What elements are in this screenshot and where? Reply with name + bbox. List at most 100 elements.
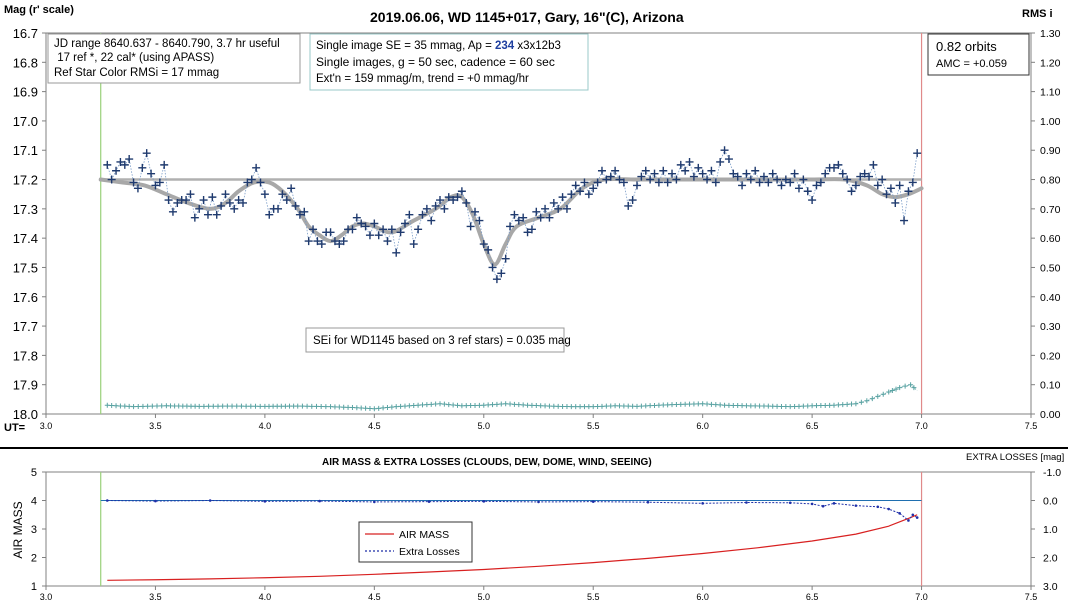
rms-point <box>459 403 465 409</box>
observation-point <box>584 190 593 199</box>
bottom-y-axis-label: AIR MASS <box>11 501 25 558</box>
rms-point <box>647 403 653 409</box>
rms-point <box>363 405 369 411</box>
rms-point <box>481 402 487 408</box>
legend-extra-losses-label: Extra Losses <box>399 546 460 558</box>
observation-point <box>913 149 922 158</box>
observation-point <box>247 175 256 184</box>
observation-point <box>129 178 138 187</box>
extra-losses-point <box>105 499 109 502</box>
observation-point <box>449 196 458 205</box>
observation-point <box>659 166 668 175</box>
ref-star-color-text: Ref Star Color RMSi = 17 mmag <box>54 67 219 79</box>
top-y-tick-label: 17.9 <box>13 378 38 393</box>
extra-losses-point <box>854 504 858 507</box>
bottom-x-tick-label: 3.5 <box>149 592 162 602</box>
top-x-tick-label: 6.0 <box>696 421 709 431</box>
observation-point <box>330 237 339 246</box>
observation-point <box>230 204 239 213</box>
rms-point <box>406 403 412 409</box>
observation-point <box>580 178 589 187</box>
rms-point <box>643 403 649 409</box>
observation-point <box>768 169 777 178</box>
observation-point <box>383 237 392 246</box>
rms-point <box>318 404 324 410</box>
observation-point <box>873 181 882 190</box>
observation-point <box>716 157 725 166</box>
rms-point <box>669 402 675 408</box>
rms-point <box>140 403 146 409</box>
rms-point <box>765 403 771 409</box>
rms-point <box>630 403 636 409</box>
rms-point <box>220 403 226 409</box>
rms-point <box>476 402 482 408</box>
observation-point <box>379 225 388 234</box>
observation-point <box>199 196 208 205</box>
observation-point <box>606 172 615 181</box>
extra-losses-point <box>701 502 704 505</box>
rms-point <box>590 404 596 410</box>
observation-point <box>282 196 291 205</box>
extra-losses-point <box>821 504 825 508</box>
bottom-x-tick-label: 7.0 <box>915 592 928 602</box>
rms-point <box>660 402 666 408</box>
observation-point <box>414 225 423 234</box>
top-y-tick-label: 17.2 <box>13 173 38 188</box>
observation-point <box>195 204 204 213</box>
observation-point <box>265 210 274 219</box>
observation-point <box>663 178 672 187</box>
extra-losses-point <box>263 500 267 503</box>
rms-point <box>774 403 780 409</box>
top-y2-axis-label: RMS i <box>1022 8 1053 20</box>
bottom-y2-tick-label: 3.0 <box>1043 581 1058 593</box>
observation-point <box>396 228 405 237</box>
rms-point <box>490 402 496 408</box>
observation-point <box>847 187 856 196</box>
rms-point <box>511 401 517 407</box>
bottom-x-tick-label: 4.5 <box>368 592 381 602</box>
rms-connector <box>107 384 918 410</box>
observation-point <box>904 187 913 196</box>
observation-point <box>554 204 563 213</box>
observation-point <box>252 163 261 172</box>
observation-point <box>300 207 309 216</box>
observation-point <box>116 157 125 166</box>
rms-point <box>761 403 767 409</box>
observation-point <box>361 222 370 231</box>
rms-point <box>542 403 548 409</box>
observation-point <box>514 216 523 225</box>
observation-point <box>519 213 528 222</box>
observation-point <box>536 213 545 222</box>
extra-losses-point <box>591 500 595 503</box>
top-y2-tick-label: 0.00 <box>1040 409 1061 421</box>
rms-point <box>573 404 579 410</box>
observation-point <box>160 160 169 169</box>
observation-point <box>654 178 663 187</box>
single-image-se-text: Single image SE = 35 mmag, Ap = 234 x3x1… <box>316 40 561 52</box>
observation-point <box>676 160 685 169</box>
top-chart: 2019.06.06, WD 1145+017, Gary, 16"(C), A… <box>4 4 1061 434</box>
rms-point <box>507 401 513 407</box>
observation-point <box>781 175 790 184</box>
observation-point <box>309 225 318 234</box>
observation-point <box>895 181 904 190</box>
rms-point <box>577 404 583 410</box>
observation-point <box>370 219 379 228</box>
rms-point <box>224 403 230 409</box>
observation-point <box>523 228 532 237</box>
rms-point <box>159 403 165 409</box>
bottom-y2-tick-label: 0.0 <box>1043 496 1058 508</box>
observation-point <box>886 184 895 193</box>
observation-point <box>729 169 738 178</box>
observation-point <box>348 225 357 234</box>
observation-point <box>808 196 817 205</box>
observation-point <box>764 178 773 187</box>
rms-point <box>886 389 892 395</box>
observation-point <box>794 184 803 193</box>
top-plot-frame <box>45 32 1032 415</box>
rms-point <box>450 402 456 408</box>
observation-point <box>624 201 633 210</box>
observation-point <box>418 210 427 219</box>
top-y2-tick-label: 1.10 <box>1040 87 1061 99</box>
bottom-x-tick-label: 5.0 <box>478 592 491 602</box>
